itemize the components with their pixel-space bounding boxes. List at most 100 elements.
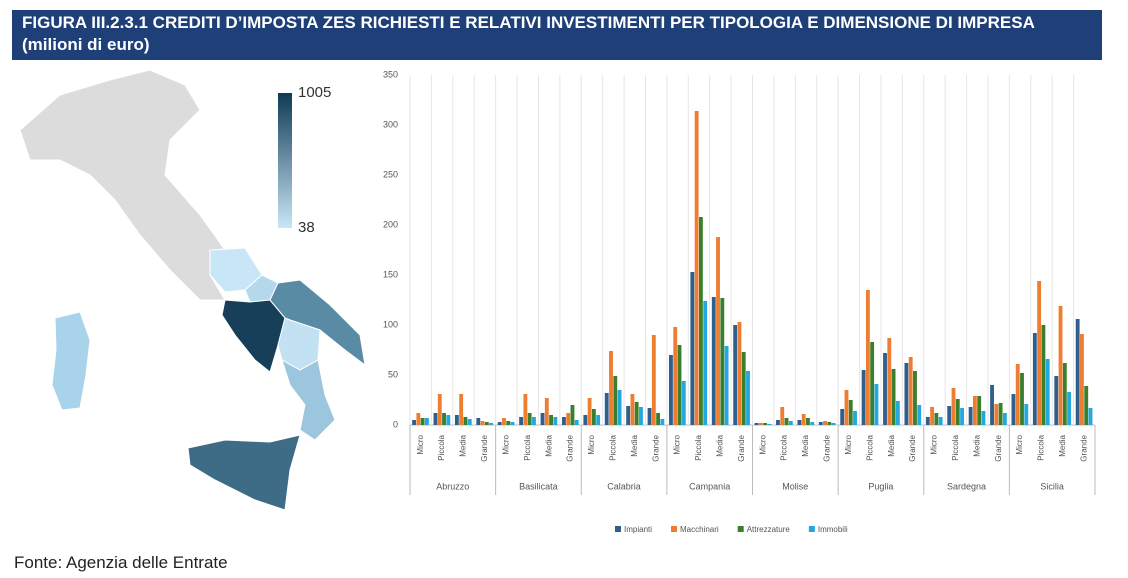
y-tick-label: 150 <box>383 269 398 279</box>
bar <box>733 325 738 425</box>
bar <box>1054 376 1059 425</box>
x-tick-label: Piccola <box>608 434 617 460</box>
x-tick-label: Grande <box>480 434 489 461</box>
x-tick-label: Grande <box>908 434 917 461</box>
bar <box>489 423 494 425</box>
x-tick-label: Grande <box>651 434 660 461</box>
bar <box>870 342 875 425</box>
bar <box>626 406 631 425</box>
bar <box>442 413 446 425</box>
figure-title: FIGURA III.2.3.1 CREDITI D’IMPOSTA ZES R… <box>12 10 1102 60</box>
x-tick-label: Grande <box>994 434 1003 461</box>
bar <box>609 351 613 425</box>
x-tick-label: Media <box>459 434 468 456</box>
region-calabria <box>281 358 336 441</box>
group-label: Sardegna <box>947 481 986 491</box>
x-tick-label: Piccola <box>951 434 960 460</box>
bar <box>810 422 815 425</box>
bar <box>416 413 421 425</box>
bar <box>570 405 575 425</box>
bar <box>647 408 652 425</box>
bar <box>433 413 438 425</box>
bar <box>1037 281 1042 425</box>
bar <box>1062 363 1067 425</box>
region-campania <box>221 299 286 373</box>
bar <box>848 400 853 425</box>
bar <box>544 398 549 425</box>
bar <box>1041 325 1046 425</box>
bar <box>553 417 558 425</box>
x-tick-label: Media <box>630 434 639 456</box>
bar <box>887 338 892 425</box>
bar <box>1075 319 1080 425</box>
bar <box>930 407 935 425</box>
bar <box>459 394 464 425</box>
bar <box>583 415 588 425</box>
bar <box>484 422 489 425</box>
bar <box>1045 359 1050 425</box>
bar <box>424 418 429 425</box>
bar <box>591 409 596 425</box>
bar <box>891 369 896 425</box>
bar <box>767 424 772 425</box>
colorbar <box>278 93 292 228</box>
bar <box>711 297 716 425</box>
bar <box>724 346 729 425</box>
y-tick-label: 350 <box>383 69 398 79</box>
bar <box>639 407 643 425</box>
x-tick-label: Media <box>972 434 981 456</box>
bar <box>960 408 964 425</box>
bar <box>1088 408 1093 425</box>
legend-label: Impianti <box>624 525 652 534</box>
y-tick-label: 250 <box>383 169 398 179</box>
bar <box>694 111 699 425</box>
bar <box>506 421 511 425</box>
bar <box>412 420 416 425</box>
bar <box>716 237 720 425</box>
bar <box>951 388 956 425</box>
bar <box>437 394 442 425</box>
x-tick-label: Piccola <box>437 434 446 460</box>
region-north-center <box>19 69 226 301</box>
bar <box>497 422 502 425</box>
bar <box>1024 404 1029 425</box>
bar <box>476 418 481 425</box>
x-tick-label: Piccola <box>523 434 532 460</box>
bar <box>827 422 832 425</box>
bar <box>549 415 553 425</box>
bar <box>853 411 857 425</box>
bar <box>1080 334 1084 425</box>
x-tick-label: Piccola <box>865 434 874 460</box>
bar <box>968 407 973 425</box>
bar <box>587 398 592 425</box>
x-tick-label: Micro <box>587 434 596 454</box>
x-tick-label: Micro <box>758 434 767 454</box>
bar <box>634 402 639 425</box>
bar <box>1032 333 1037 425</box>
x-tick-label: Micro <box>501 434 510 454</box>
x-tick-label: Piccola <box>780 434 789 460</box>
bar <box>596 415 601 425</box>
colorbar-label: 1005 <box>298 84 331 101</box>
x-tick-label: Piccola <box>1037 434 1046 460</box>
y-tick-label: 100 <box>383 319 398 329</box>
colorbar-label: 38 <box>298 219 315 236</box>
group-label: Puglia <box>868 481 893 491</box>
bar <box>895 401 900 425</box>
bar <box>519 417 524 425</box>
bar <box>994 404 999 425</box>
bar <box>698 217 703 425</box>
bar <box>1067 392 1072 425</box>
bar <box>741 352 746 425</box>
bar <box>690 272 695 425</box>
chart: 1005 38 0 50 100 150 200 250 300 350 Micro Piccola M… <box>19 69 1096 534</box>
x-tick-label: Micro <box>673 434 682 454</box>
x-tick-label: Media <box>544 434 553 456</box>
bar <box>1002 413 1007 425</box>
legend-label: Immobili <box>818 525 848 534</box>
bar <box>574 420 579 425</box>
legend-swatch <box>671 526 678 532</box>
y-tick-label: 200 <box>383 219 398 229</box>
bar <box>746 371 750 425</box>
